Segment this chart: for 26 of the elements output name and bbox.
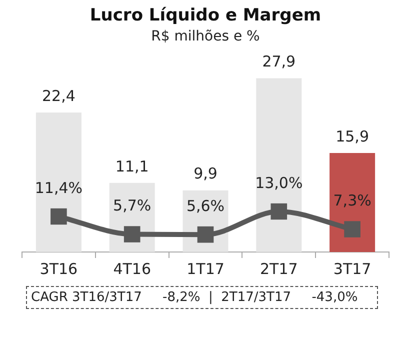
text: CAGR 3T16/3T17 -8,2% | 2T17/3T17 -43,0%	[31, 290, 359, 305]
data-label: 5,6%	[186, 196, 225, 215]
bar	[330, 152, 376, 252]
bar	[36, 112, 82, 252]
point	[124, 226, 140, 242]
data-label: 9,9	[194, 164, 218, 183]
point	[197, 226, 214, 243]
point	[344, 221, 360, 238]
x-tick-label: 3T17	[333, 260, 372, 278]
x-tick-label: 2T17	[260, 260, 298, 278]
bar	[256, 78, 302, 252]
data-label: 13,0%	[255, 174, 303, 192]
x-tick-label: 1T17	[186, 260, 224, 278]
data-label: 11,1	[115, 157, 149, 176]
point	[270, 203, 288, 220]
data-label: 7,3%	[333, 192, 372, 210]
chart-title: Lucro Líquido e Margem	[90, 6, 322, 26]
point	[50, 208, 67, 225]
x-tick-label: 4T16	[113, 260, 151, 278]
data-label: 22,4	[42, 86, 76, 105]
data-label: 11,4%	[34, 178, 83, 197]
data-label: 5,7%	[113, 196, 152, 215]
data-label: 15,9	[336, 127, 370, 146]
x-tick-label: 3T16	[40, 260, 78, 278]
chart-subtitle: R$ milhões e %	[151, 28, 260, 44]
data-label: 27,9	[262, 52, 296, 71]
